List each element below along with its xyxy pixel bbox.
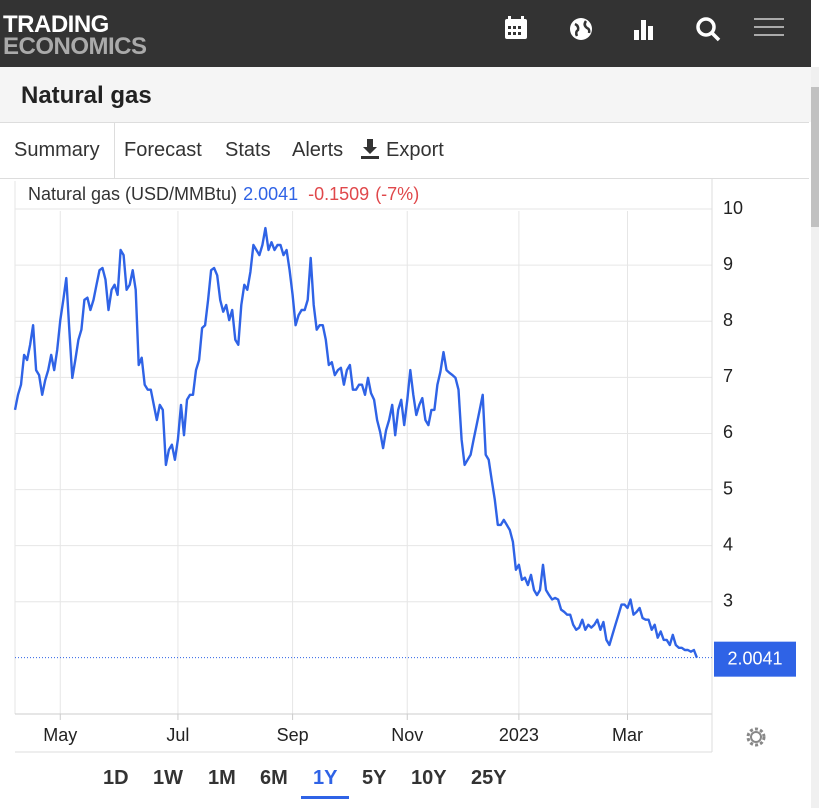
tab[interactable]: Alerts: [292, 139, 344, 161]
chart-header: Natural gas (USD/MMBtu) 2.0041 -0.1509 (-7%…: [28, 184, 419, 204]
globe-icon[interactable]: [570, 18, 592, 40]
x-tick-label: Sep: [277, 725, 309, 745]
range-button[interactable]: 10Y: [411, 767, 447, 789]
range-button[interactable]: 6M: [260, 767, 288, 789]
x-tick-label: 2023: [499, 725, 539, 745]
calendar-icon[interactable]: [505, 16, 527, 39]
last-price-tag: [714, 641, 796, 677]
top-bar: TRADING ECONOMICS: [0, 0, 811, 67]
menu-icon[interactable]: [754, 18, 784, 36]
last-price-label: 2.0041: [727, 648, 782, 668]
title-bar: Natural gas: [0, 67, 811, 122]
range-bar: 1D 1W 1M 6M 1Y 5Y 10Y 25Y: [0, 755, 811, 808]
y-tick-label: 8: [723, 310, 733, 330]
tab[interactable]: Forecast: [124, 139, 202, 161]
y-tick-label: 9: [723, 254, 733, 274]
settings-icon[interactable]: [746, 727, 766, 747]
logo-top[interactable]: TRADING: [3, 11, 109, 38]
change: -0.1509: [308, 184, 369, 204]
tab[interactable]: Summary: [0, 123, 115, 178]
x-tick-label: May: [43, 725, 77, 745]
change-pct: (-7%): [375, 184, 419, 204]
price-line: [13, 226, 699, 659]
y-tick-label: 10: [723, 198, 743, 218]
x-tick-label: Jul: [166, 725, 189, 745]
tab[interactable]: Stats: [225, 139, 271, 161]
y-tick-label: 4: [723, 534, 733, 554]
x-tick-label: Nov: [391, 725, 423, 745]
range-button[interactable]: 25Y: [471, 767, 507, 789]
y-tick-label: 3: [723, 591, 733, 611]
range-button[interactable]: 5Y: [362, 767, 387, 789]
tab-bar: Summary Forecast Stats Alerts Export: [0, 122, 809, 179]
page-title: Natural gas: [21, 82, 152, 109]
x-tick-label: Mar: [612, 725, 643, 745]
last-value: 2.0041: [243, 184, 298, 204]
series-name: Natural gas (USD/MMBtu): [28, 184, 237, 204]
search-icon[interactable]: [696, 17, 721, 42]
toolbar-icons: [505, 16, 784, 42]
tab[interactable]: Export: [386, 139, 444, 161]
y-tick-label: 5: [723, 478, 733, 498]
scrollbar: [811, 67, 819, 808]
scroll-thumb[interactable]: [811, 87, 819, 227]
logo-bottom[interactable]: ECONOMICS: [3, 33, 147, 60]
range-button[interactable]: 1W: [153, 767, 183, 789]
range-button[interactable]: 1D: [103, 767, 129, 789]
chart-icon[interactable]: [634, 20, 653, 40]
range-button[interactable]: 1M: [208, 767, 236, 789]
y-tick-label: 6: [723, 422, 733, 442]
range-button[interactable]: 1Y: [301, 767, 350, 799]
y-tick-label: 7: [723, 366, 733, 386]
export-icon: [361, 139, 379, 159]
